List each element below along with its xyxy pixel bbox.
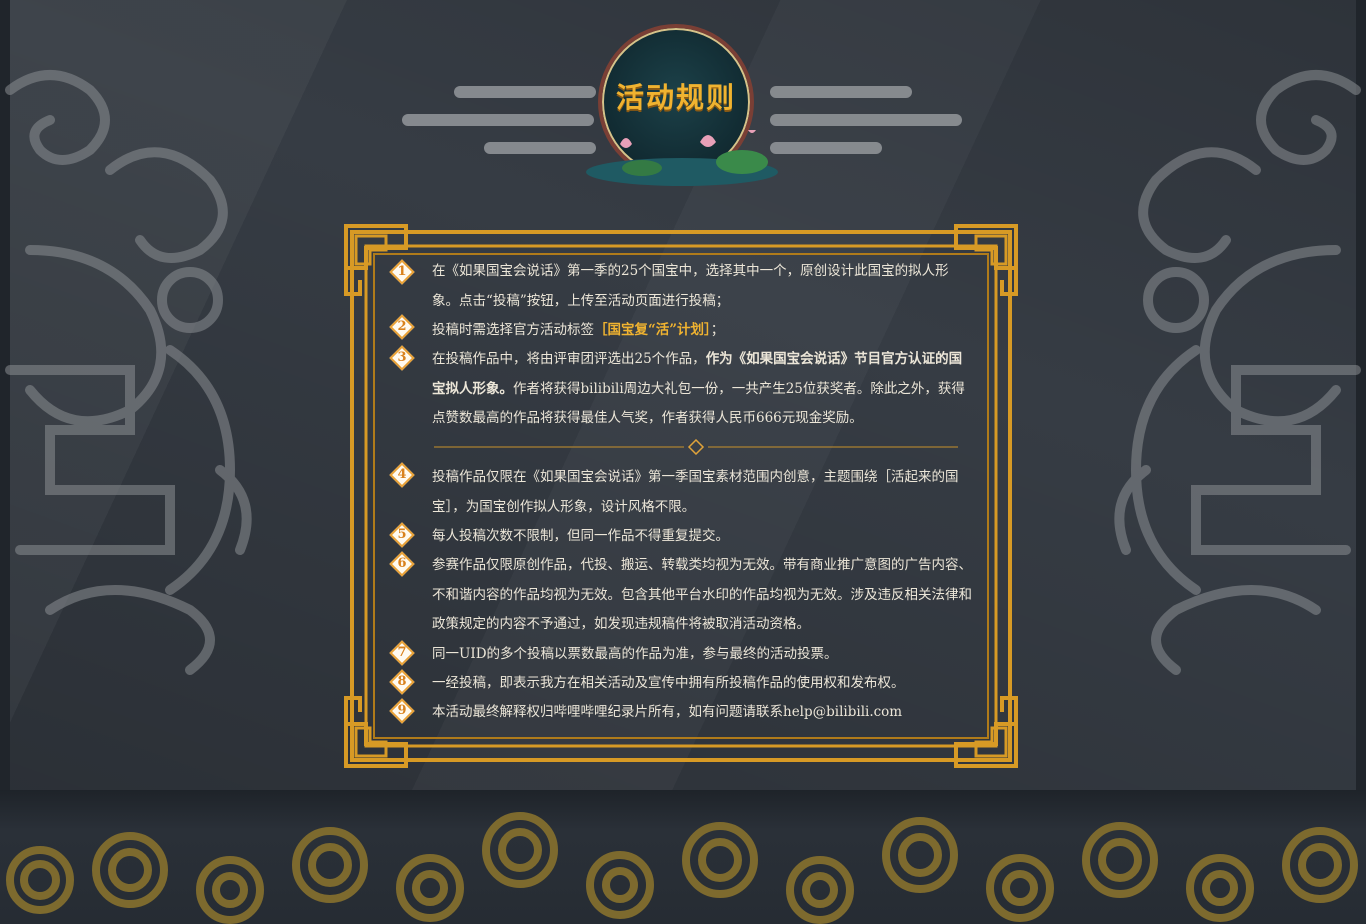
- rule-item-2: 投稿时需选择官方活动标签［国宝复“活”计划］；: [432, 322, 725, 338]
- cloud-ornament-icon: [5, 70, 252, 675]
- diamond-number-icon: 1: [388, 258, 416, 286]
- rule-item-7: 同一UID的多个投稿以票数最高的作品为准，参与最终的活动投票。: [432, 646, 838, 662]
- rule-item-1: 在《如果国宝会说话》第一季的25个国宝中，选择其中一个，原创设计此国宝的拟人形象…: [432, 263, 949, 309]
- diamond-number-icon: 3: [388, 344, 416, 372]
- tag-highlight: ［国宝复“活”计划］: [594, 322, 711, 338]
- right-edge: [1356, 0, 1366, 790]
- diamond-number-icon: 4: [388, 461, 416, 489]
- cloud-stripes-icon: [402, 86, 962, 154]
- left-edge: [0, 0, 10, 790]
- cloud-swirl-icon: [6, 812, 1358, 924]
- rules-frame: 1 在《如果国宝会说话》第一季的25个国宝中，选择其中一个，原创设计此国宝的拟人…: [344, 224, 1018, 768]
- diamond-number-icon: 7: [388, 639, 416, 667]
- diamond-number-icon: 5: [388, 521, 416, 549]
- rule-item-4: 投稿作品仅限在《如果国宝会说话》第一季国宝素材范围内创意，主题围绕［活起来的国宝…: [432, 469, 959, 515]
- header-emblem: 活动规则: [400, 20, 966, 190]
- footer-band: [0, 790, 1366, 924]
- cloud-ornament-icon: [1114, 70, 1361, 675]
- diamond-number-icon: 9: [388, 697, 416, 725]
- rule-item-5: 每人投稿次数不限制，但同一作品不得重复提交。: [432, 528, 729, 544]
- rule-item-8: 一经投稿，即表示我方在相关活动及宣传中拥有所投稿作品的使用权和发布权。: [432, 675, 905, 691]
- rule-item-6: 参赛作品仅限原创作品，代投、搬运、转载类均视为无效。带有商业推广意图的广告内容、…: [432, 557, 972, 632]
- section-divider: [434, 439, 958, 455]
- page-title: 活动规则: [615, 81, 736, 114]
- lotus-icon: [586, 130, 778, 186]
- diamond-number-icon: 2: [388, 313, 416, 341]
- fretwork-border: [344, 224, 1018, 768]
- rule-item-9: 本活动最终解释权归哔哩哔哩纪录片所有，如有问题请联系help@bilibili.…: [432, 704, 903, 720]
- diamond-number-icon: 8: [388, 668, 416, 696]
- rule-item-3: 在投稿作品中，将由评审团评选出25个作品，作为《如果国宝会说话》节目官方认证的国…: [432, 351, 965, 426]
- diamond-number-icon: 6: [388, 550, 416, 578]
